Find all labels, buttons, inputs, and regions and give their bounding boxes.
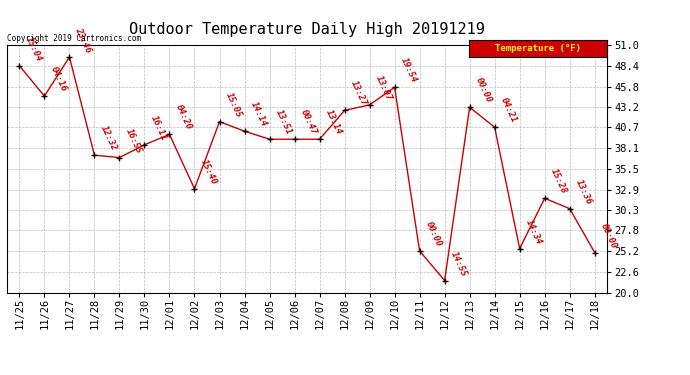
Text: 13:14: 13:14 bbox=[324, 108, 343, 136]
Text: 16:55: 16:55 bbox=[124, 127, 143, 155]
Text: 00:47: 00:47 bbox=[299, 108, 318, 136]
Text: 15:28: 15:28 bbox=[549, 167, 569, 195]
Text: 14:14: 14:14 bbox=[248, 100, 268, 129]
Text: 00:00: 00:00 bbox=[424, 220, 443, 248]
Text: 15:04: 15:04 bbox=[23, 35, 43, 63]
Text: Copyright 2019 Cartronics.com: Copyright 2019 Cartronics.com bbox=[7, 33, 141, 42]
Text: 19:54: 19:54 bbox=[399, 56, 418, 84]
Text: 14:34: 14:34 bbox=[524, 217, 543, 246]
Text: 13:07: 13:07 bbox=[374, 74, 393, 102]
Text: 14:55: 14:55 bbox=[448, 250, 469, 278]
Text: 12:32: 12:32 bbox=[99, 124, 118, 152]
Text: 13:51: 13:51 bbox=[274, 108, 293, 136]
Text: 04:21: 04:21 bbox=[499, 96, 518, 124]
Text: 13:27: 13:27 bbox=[348, 80, 368, 108]
Text: 00:00: 00:00 bbox=[474, 76, 493, 105]
Text: 04:16: 04:16 bbox=[48, 65, 68, 93]
Text: 04:20: 04:20 bbox=[174, 104, 193, 132]
Text: 23:46: 23:46 bbox=[74, 26, 93, 54]
Title: Outdoor Temperature Daily High 20191219: Outdoor Temperature Daily High 20191219 bbox=[129, 22, 485, 38]
Text: 00:00: 00:00 bbox=[599, 222, 618, 250]
Text: 13:36: 13:36 bbox=[574, 178, 593, 206]
Text: 16:11: 16:11 bbox=[148, 114, 168, 142]
Text: 15:40: 15:40 bbox=[199, 158, 218, 186]
Text: 15:05: 15:05 bbox=[224, 91, 243, 119]
